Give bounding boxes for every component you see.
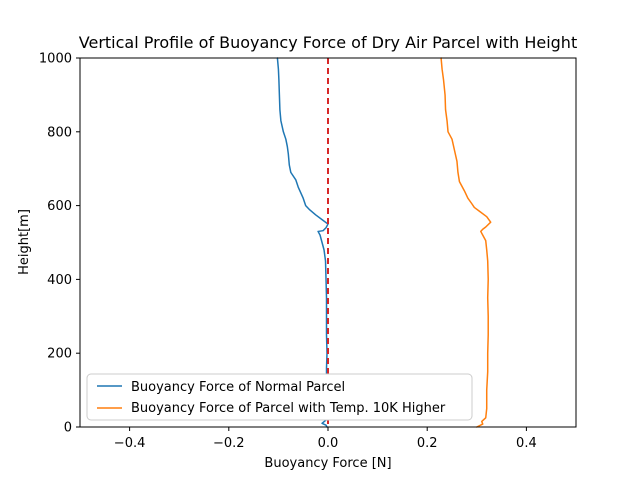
x-tick-label: 0.0 [318,436,339,451]
legend-box [86,373,473,421]
y-tick-label: 800 [47,125,72,140]
series-line-warm-parcel [440,57,492,428]
x-tick-label: 0.2 [417,436,438,451]
y-tick-label: 0 [64,421,72,436]
x-tick-label: −0.4 [114,436,146,451]
x-tick-label: 0.4 [516,436,537,451]
legend-label-warm-parcel: Buoyancy Force of Parcel with Temp. 10K … [131,401,446,416]
y-axis-ticks: 0 200 400 600 800 1000 [39,52,80,436]
legend-label-normal-parcel: Buoyancy Force of Normal Parcel [131,380,345,395]
x-tick-label: −0.2 [213,436,245,451]
y-tick-label: 200 [47,347,72,362]
legend: Buoyancy Force of Normal Parcel Buoyancy… [86,373,473,421]
x-axis-label: Buoyancy Force [N] [264,456,391,471]
y-tick-label: 1000 [39,52,72,67]
chart-title: Vertical Profile of Buoyancy Force of Dr… [79,33,577,52]
y-tick-label: 600 [47,199,72,214]
y-tick-label: 400 [47,273,72,288]
y-axis-label: Height[m] [17,209,32,275]
x-axis-ticks: −0.4 −0.2 0.0 0.2 0.4 [114,427,537,451]
